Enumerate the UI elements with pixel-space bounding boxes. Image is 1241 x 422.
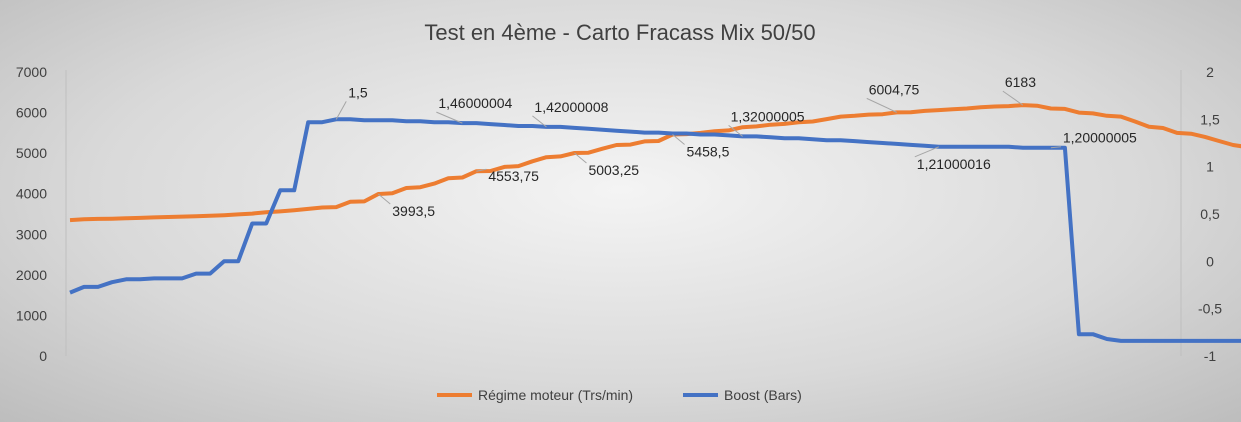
- data-label: 6004,75: [869, 81, 920, 97]
- data-label: 5458,5: [687, 144, 730, 160]
- y-right-tick-label: -1: [1204, 348, 1217, 364]
- y-left-tick-label: 5000: [16, 145, 47, 161]
- y-right-tick-label: 0: [1206, 253, 1214, 269]
- data-label: 6183: [1005, 74, 1036, 90]
- y-left-tick-label: 4000: [16, 186, 47, 202]
- y-left-tick-label: 2000: [16, 267, 47, 283]
- axes: 0 1000 2000 3000 4000 5000 6000 7000 -1 -0,5 0 0,5 1…: [16, 64, 1222, 364]
- data-labels: 3993,5 4553,75 5003,25 5458,5 6004,75 6183 1,5…: [335, 74, 1137, 219]
- data-label: 1,46000004: [438, 95, 512, 111]
- data-label-leader: [914, 146, 939, 158]
- y-left-tick-label: 0: [39, 348, 47, 364]
- y-left-tick-label: 6000: [16, 105, 47, 121]
- y-right-tick-label: 0,5: [1200, 206, 1220, 222]
- y-left-tick-label: 7000: [16, 64, 47, 80]
- y-left-tick-label: 3000: [16, 226, 47, 242]
- legend-label-boost: Boost (Bars): [724, 387, 802, 403]
- chart-title: Test en 4ème - Carto Fracass Mix 50/50: [424, 20, 815, 45]
- data-label-leader: [728, 124, 743, 137]
- data-label-leader: [1002, 90, 1024, 106]
- data-label: 5003,25: [588, 162, 639, 178]
- data-label: 1,5: [348, 84, 368, 100]
- data-label: 1,42000008: [534, 99, 608, 115]
- data-label: 1,32000005: [731, 108, 805, 124]
- legend-label-rpm: Régime moteur (Trs/min): [478, 387, 633, 403]
- data-label-leader: [377, 193, 391, 205]
- data-label: 1,21000016: [917, 156, 991, 172]
- data-label-leader: [335, 101, 347, 120]
- data-label-leader: [436, 111, 463, 124]
- series-boost-line: [69, 117, 1241, 343]
- y-right-tick-label: 2: [1206, 64, 1214, 80]
- data-label-leader: [574, 152, 587, 164]
- data-label-leader: [476, 168, 487, 172]
- y-right-tick-label: 1,5: [1200, 111, 1220, 127]
- data-label: 4553,75: [488, 168, 539, 184]
- y-left-tick-label: 1000: [16, 307, 47, 323]
- data-label-leader: [866, 97, 897, 113]
- data-label: 3993,5: [392, 203, 435, 219]
- data-label-leader: [672, 134, 685, 145]
- data-label: 1,20000005: [1063, 130, 1137, 146]
- y-right-tick-label: -0,5: [1198, 301, 1222, 317]
- data-label-leader: [532, 115, 547, 128]
- series-lines: [69, 103, 1241, 343]
- data-label-leader: [1050, 146, 1061, 149]
- legend: Régime moteur (Trs/min) Boost (Bars): [437, 387, 802, 403]
- y-right-tick-label: 1: [1206, 159, 1214, 175]
